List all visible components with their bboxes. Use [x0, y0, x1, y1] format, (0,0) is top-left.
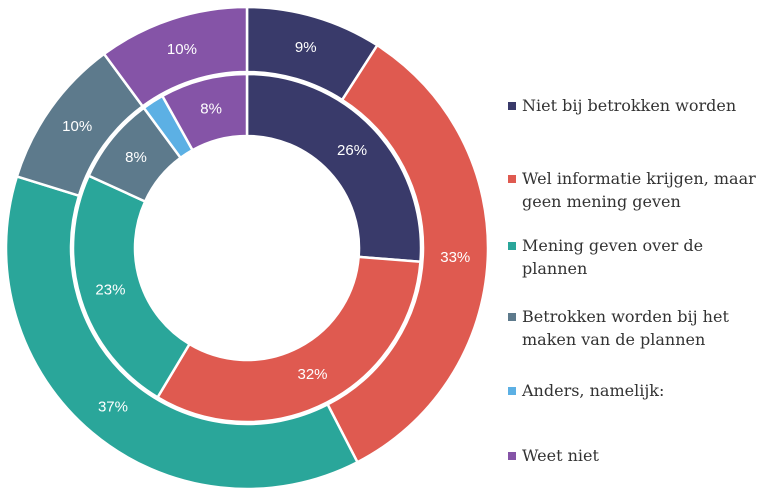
data-label: 9%	[295, 39, 317, 56]
donut-slice	[155, 255, 422, 424]
data-label: 8%	[200, 101, 222, 118]
donut-slice	[160, 72, 249, 152]
legend-swatch	[508, 387, 516, 395]
legend-item: Mening geven over de plannen	[508, 234, 758, 280]
data-label: 10%	[62, 118, 92, 135]
legend-label: Mening geven over de plannen	[522, 236, 704, 278]
legend-swatch	[508, 102, 516, 110]
legend-swatch	[508, 242, 516, 250]
data-label: 10%	[167, 41, 197, 58]
data-label: 32%	[298, 366, 328, 383]
legend-item: Betrokken worden bij het maken van de pl…	[508, 305, 758, 351]
donut-slice	[245, 72, 423, 264]
legend-label: Weet niet	[522, 446, 599, 465]
data-label: 26%	[337, 142, 367, 159]
legend-swatch	[508, 313, 516, 321]
legend-item: Wel informatie krijgen, maar geen mening…	[508, 167, 758, 213]
legend-item: Weet niet	[508, 444, 758, 467]
donut-slice	[102, 5, 249, 109]
data-label: 37%	[98, 399, 128, 416]
legend-label: Wel informatie krijgen, maar geen mening…	[522, 169, 756, 211]
legend-label: Betrokken worden bij het maken van de pl…	[522, 307, 729, 349]
data-label: 8%	[125, 149, 147, 166]
legend-swatch	[508, 452, 516, 460]
legend-item: Niet bij betrokken worden	[508, 94, 758, 117]
data-label: 23%	[95, 281, 125, 298]
donut-slice	[71, 174, 192, 400]
data-label: 33%	[440, 249, 470, 266]
donut-slice	[325, 43, 490, 464]
legend-item: Anders, namelijk:	[508, 379, 758, 402]
legend-label: Niet bij betrokken worden	[522, 96, 737, 115]
legend-swatch	[508, 175, 516, 183]
legend-label: Anders, namelijk:	[522, 381, 665, 400]
donut-slice	[4, 174, 360, 489]
